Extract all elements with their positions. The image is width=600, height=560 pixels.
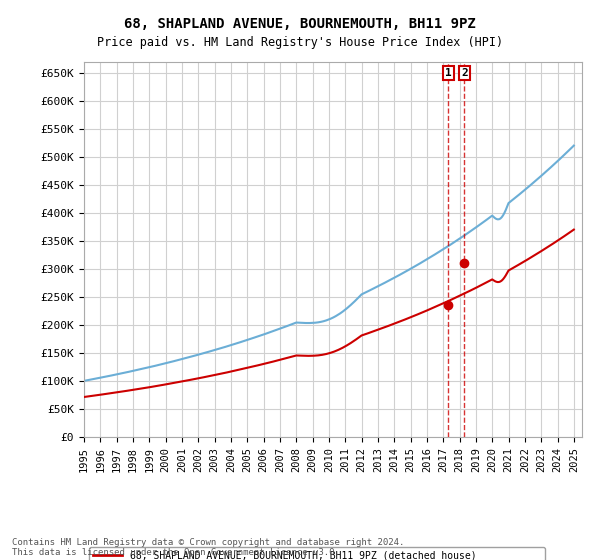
Text: Contains HM Land Registry data © Crown copyright and database right 2024.
This d: Contains HM Land Registry data © Crown c… <box>12 538 404 557</box>
Text: 68, SHAPLAND AVENUE, BOURNEMOUTH, BH11 9PZ: 68, SHAPLAND AVENUE, BOURNEMOUTH, BH11 9… <box>124 17 476 31</box>
Text: 1: 1 <box>445 68 451 78</box>
Text: 2: 2 <box>461 68 468 78</box>
Text: Price paid vs. HM Land Registry's House Price Index (HPI): Price paid vs. HM Land Registry's House … <box>97 36 503 49</box>
Legend: 68, SHAPLAND AVENUE, BOURNEMOUTH, BH11 9PZ (detached house), HPI: Average price,: 68, SHAPLAND AVENUE, BOURNEMOUTH, BH11 9… <box>89 547 545 560</box>
